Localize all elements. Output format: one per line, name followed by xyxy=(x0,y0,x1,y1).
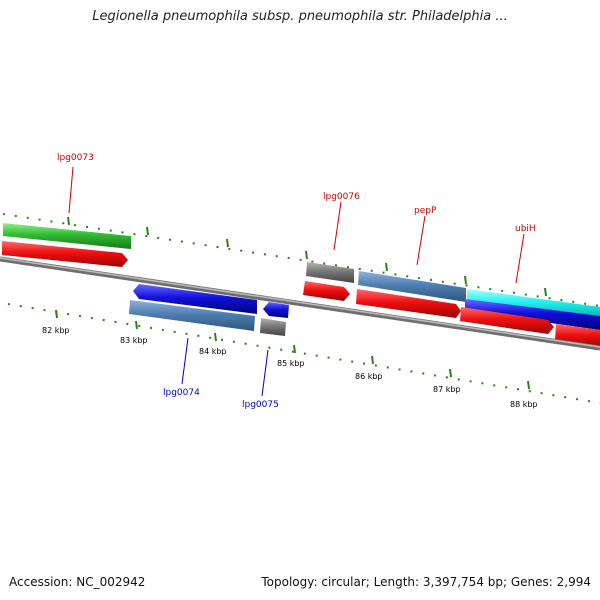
label-pepP: pepP xyxy=(414,206,437,216)
tick-label-86: 86 kbp xyxy=(355,372,383,381)
tick-label-83: 83 kbp xyxy=(120,336,148,345)
lower-major-ticks xyxy=(55,309,530,390)
label-lpg0073: lpg0073 xyxy=(57,153,94,163)
gene-ubiH[interactable] xyxy=(467,289,600,319)
tick-label-87: 87 kbp xyxy=(433,385,461,394)
genome-backbone xyxy=(0,256,600,351)
backbone-highlight xyxy=(0,257,600,348)
map-title: Legionella pneumophila subsp. pneumophil… xyxy=(92,9,508,24)
tick-label-82: 82 kbp xyxy=(42,326,70,335)
genome-stats-text: Topology: circular; Length: 3,397,754 bp… xyxy=(261,575,591,589)
label-leaders xyxy=(68,166,525,397)
gene-lpg0074-strand[interactable] xyxy=(129,300,255,331)
gene-pepP-cds[interactable] xyxy=(356,289,461,318)
gene-lpg0075-strand[interactable] xyxy=(260,318,286,336)
gene-lpg0073-cds[interactable] xyxy=(2,241,128,267)
label-lpg0076: lpg0076 xyxy=(323,192,360,202)
upper-major-ticks xyxy=(67,216,547,297)
tick-label-88: 88 kbp xyxy=(510,400,538,409)
gene-lpg0075[interactable] xyxy=(263,302,289,318)
gene-pepP[interactable] xyxy=(358,271,466,302)
gene-ubiH-cds[interactable] xyxy=(460,307,554,334)
label-lpg0074: lpg0074 xyxy=(163,388,200,398)
accession-text: Accession: NC_002942 xyxy=(9,575,146,589)
tick-label-85: 85 kbp xyxy=(277,359,305,368)
label-ubiH: ubiH xyxy=(515,224,536,234)
tick-label-84: 84 kbp xyxy=(199,347,227,356)
gene-lpg0076[interactable] xyxy=(306,262,354,283)
gene-ubiH-strand[interactable] xyxy=(465,299,600,330)
gene-lpg0073[interactable] xyxy=(3,223,131,249)
label-lpg0075: lpg0075 xyxy=(242,400,279,410)
gene-lpg0074[interactable] xyxy=(133,284,257,314)
lower-tick-track xyxy=(7,303,600,404)
gene-lpg0076-cds[interactable] xyxy=(303,281,350,301)
